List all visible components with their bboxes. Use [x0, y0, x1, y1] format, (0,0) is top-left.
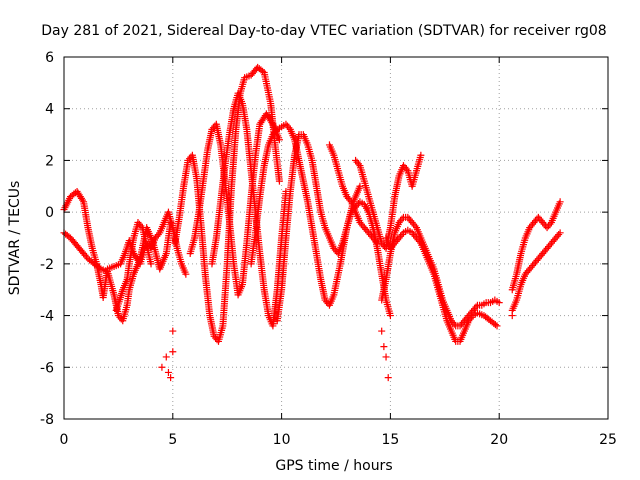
data-point	[147, 260, 155, 268]
data-point	[354, 160, 362, 168]
x-tick-label: 15	[381, 432, 399, 448]
y-tick-label: -2	[40, 257, 54, 273]
data-point	[386, 312, 394, 320]
data-point	[285, 124, 293, 132]
x-axis-label: GPS time / hours	[275, 458, 392, 474]
y-tick-label: 6	[45, 50, 54, 66]
data-point	[167, 218, 175, 226]
x-tick-labels: 0 5 10 15 20 25	[60, 432, 617, 448]
y-tick-label: -4	[40, 309, 54, 325]
axis-ticks	[63, 56, 609, 420]
plot-frame	[63, 56, 609, 420]
data-point	[346, 196, 354, 204]
data-point	[275, 136, 283, 144]
y-tick-label: -8	[40, 412, 54, 428]
data-point	[169, 327, 177, 335]
data-point	[556, 198, 564, 206]
data-point	[259, 67, 267, 75]
data-point	[382, 353, 390, 361]
x-tick-label: 25	[599, 432, 617, 448]
data-point	[417, 151, 425, 159]
data-point	[411, 222, 419, 230]
data-point	[78, 196, 86, 204]
data-point	[158, 363, 166, 371]
x-tick-label: 0	[60, 432, 69, 448]
data-point	[275, 177, 283, 185]
data-point	[378, 327, 386, 335]
data-point	[272, 127, 280, 135]
data-point	[508, 312, 516, 320]
data-point	[555, 231, 563, 239]
data-point	[182, 270, 190, 278]
data-point	[398, 215, 406, 223]
chart-title: Day 281 of 2021, Sidereal Day-to-day VTE…	[41, 23, 606, 39]
data-point	[356, 182, 364, 190]
x-tick-label: 5	[168, 432, 177, 448]
data-point	[154, 231, 162, 239]
data-point	[82, 253, 90, 261]
data-point	[95, 264, 103, 272]
data-point	[472, 303, 480, 311]
x-tick-label: 20	[490, 432, 508, 448]
data-point	[164, 368, 172, 376]
data-point	[380, 343, 388, 351]
y-tick-label: 0	[45, 205, 54, 221]
data-point	[167, 374, 175, 382]
y-axis-label: SDTVAR / TECUs	[7, 181, 23, 296]
data-point	[493, 322, 501, 330]
data-point	[268, 119, 276, 127]
data-point	[468, 313, 476, 321]
y-tick-label: 2	[45, 153, 54, 169]
y-tick-label: 4	[45, 102, 54, 118]
data-point	[162, 353, 170, 361]
x-tick-label: 10	[273, 432, 291, 448]
data-points	[60, 63, 564, 382]
data-point	[546, 220, 554, 228]
data-point	[402, 165, 410, 173]
data-point	[495, 299, 503, 307]
data-point	[450, 320, 458, 328]
data-point	[169, 348, 177, 356]
data-point	[415, 237, 423, 245]
data-point	[491, 321, 499, 329]
y-tick-label: -6	[40, 360, 54, 376]
data-point	[384, 374, 392, 382]
y-tick-labels: -8 -6 -4 -2 0 2 4 6	[40, 50, 54, 428]
data-point	[398, 231, 406, 239]
data-point	[556, 229, 564, 237]
data-point	[137, 222, 145, 230]
